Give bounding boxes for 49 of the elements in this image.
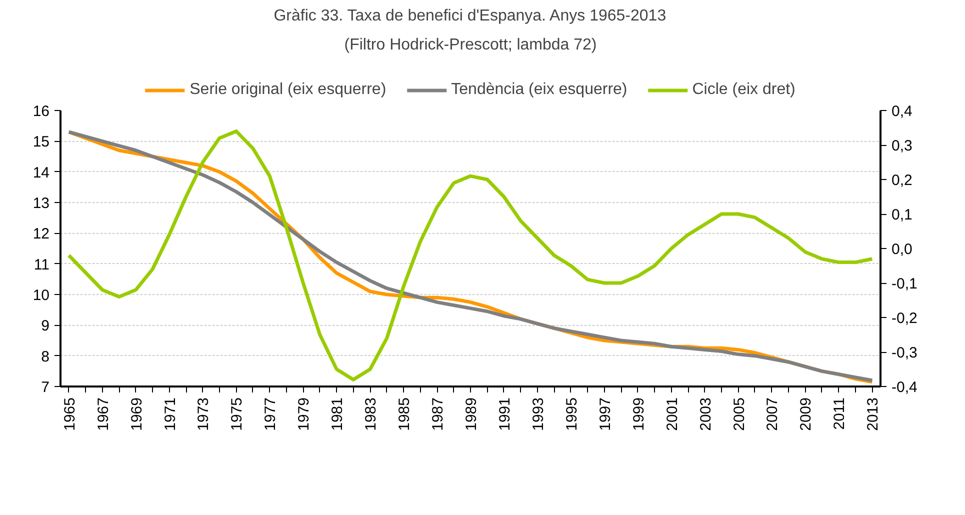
x-tick-label: 1979 xyxy=(296,397,313,431)
x-tick-label: 1967 xyxy=(94,397,112,431)
y-tick-label: 11 xyxy=(34,256,50,274)
x-tick-label: 2003 xyxy=(697,397,714,431)
x-tick-label: 1987 xyxy=(430,397,447,431)
x-tick-label: 2013 xyxy=(864,397,882,431)
y-tick-label: 12 xyxy=(32,226,50,243)
y-tick-label: 15 xyxy=(32,134,50,151)
y2-tick-label: -0,1 xyxy=(892,276,918,292)
x-tick-label: 2005 xyxy=(730,397,748,431)
y-tick-label: 9 xyxy=(41,318,50,335)
x-tick-label: 1965 xyxy=(61,397,78,431)
y-tick-label: 10 xyxy=(32,287,50,304)
y2-tick-label: -0,3 xyxy=(892,344,918,362)
x-tick-label: 2011 xyxy=(831,397,848,430)
legend-label: Tendència (eix esquerre) xyxy=(451,81,628,99)
x-tick-label: 1981 xyxy=(329,397,346,431)
x-tick-label: 2001 xyxy=(664,397,681,431)
y-tick-label: 14 xyxy=(32,164,50,182)
chart-title: Gràfic 33. Taxa de benefici d'Espanya. Anys 1965-2013 xyxy=(274,8,666,24)
chart-subtitle: (Filtro Hodrick-Prescott; lambda 72) xyxy=(344,36,597,54)
y2-tick-label: 0,3 xyxy=(892,138,912,154)
x-tick-label: 1993 xyxy=(530,397,547,431)
y2-tick-label: 0,4 xyxy=(892,103,912,120)
x-tick-label: 1999 xyxy=(630,397,648,431)
x-tick-label: 1997 xyxy=(596,397,614,431)
y-tick-label: 13 xyxy=(32,195,50,212)
x-tick-label: 1991 xyxy=(496,397,514,431)
legend-label: Serie original (eix esquerre) xyxy=(190,81,386,99)
x-tick-label: 1971 xyxy=(162,397,179,431)
x-tick-label: 2009 xyxy=(798,397,815,431)
y2-tick-label: 0,1 xyxy=(892,206,912,224)
y2-tick-label: 0,0 xyxy=(892,241,912,258)
y2-tick-label: -0,2 xyxy=(892,310,918,327)
legend-label: Cicle (eix dret) xyxy=(692,81,796,99)
x-tick-label: 1995 xyxy=(563,397,580,431)
x-tick-label: 1985 xyxy=(396,397,414,431)
x-tick-label: 1969 xyxy=(128,397,146,431)
x-tick-label: 1989 xyxy=(463,397,480,431)
x-tick-label: 2007 xyxy=(764,397,782,431)
y2-tick-label: -0,4 xyxy=(892,379,918,396)
y-tick-label: 8 xyxy=(41,348,50,366)
x-tick-label: 1975 xyxy=(228,397,246,431)
x-tick-label: 1983 xyxy=(362,397,380,431)
y-tick-label: 16 xyxy=(32,103,50,120)
x-tick-label: 1973 xyxy=(195,397,212,431)
x-tick-label: 1977 xyxy=(262,397,280,431)
y2-tick-label: 0,2 xyxy=(892,172,912,189)
y-tick-label: 7 xyxy=(41,379,50,396)
